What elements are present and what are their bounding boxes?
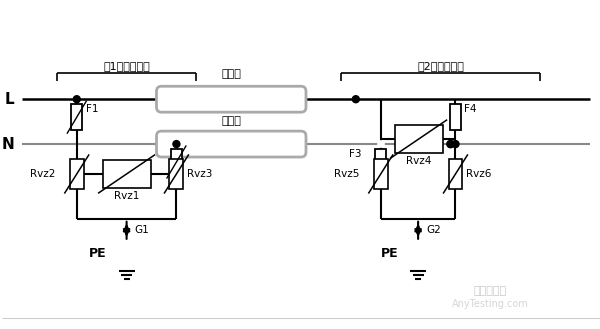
Text: 嘉峪检测网: 嘉峪检测网 bbox=[474, 286, 507, 295]
Bar bbox=[169, 159, 184, 189]
Text: F1: F1 bbox=[86, 104, 98, 114]
Text: G2: G2 bbox=[426, 225, 441, 235]
FancyBboxPatch shape bbox=[157, 131, 306, 157]
Bar bbox=[160, 85, 303, 113]
Text: F2: F2 bbox=[185, 149, 198, 159]
Bar bbox=[375, 149, 386, 175]
Text: Rvz2: Rvz2 bbox=[31, 169, 56, 179]
Text: Rvz4: Rvz4 bbox=[406, 156, 431, 166]
Bar bbox=[171, 149, 182, 175]
Circle shape bbox=[352, 96, 359, 103]
Text: Rvz5: Rvz5 bbox=[334, 169, 360, 179]
Text: 馈电线: 馈电线 bbox=[221, 116, 241, 126]
Text: F3: F3 bbox=[349, 149, 361, 159]
Text: Rvz3: Rvz3 bbox=[187, 169, 213, 179]
Text: PE: PE bbox=[380, 247, 398, 260]
Text: 第1级防雷电路: 第1级防雷电路 bbox=[103, 61, 150, 71]
Text: 第2级防雷电路: 第2级防雷电路 bbox=[417, 61, 464, 71]
Text: Rvz6: Rvz6 bbox=[466, 169, 492, 179]
Text: N: N bbox=[1, 137, 14, 152]
Bar bbox=[160, 130, 303, 158]
Circle shape bbox=[447, 140, 454, 148]
Circle shape bbox=[452, 140, 459, 148]
Text: L: L bbox=[4, 92, 14, 107]
Bar bbox=[449, 159, 463, 189]
Bar bbox=[71, 104, 82, 130]
Text: AnyTesting.com: AnyTesting.com bbox=[452, 298, 529, 309]
FancyBboxPatch shape bbox=[157, 86, 306, 112]
Text: Rvz1: Rvz1 bbox=[114, 191, 139, 201]
Bar bbox=[103, 160, 151, 188]
Circle shape bbox=[447, 140, 454, 148]
Bar bbox=[378, 141, 384, 147]
Bar bbox=[395, 125, 443, 153]
Bar bbox=[450, 104, 461, 130]
Text: G1: G1 bbox=[134, 225, 149, 235]
Text: F4: F4 bbox=[464, 104, 476, 114]
Text: PE: PE bbox=[89, 247, 107, 260]
Bar bbox=[70, 159, 84, 189]
Circle shape bbox=[73, 96, 80, 103]
Circle shape bbox=[173, 140, 180, 148]
Bar bbox=[374, 159, 388, 189]
Text: 馈电线: 馈电线 bbox=[221, 69, 241, 79]
